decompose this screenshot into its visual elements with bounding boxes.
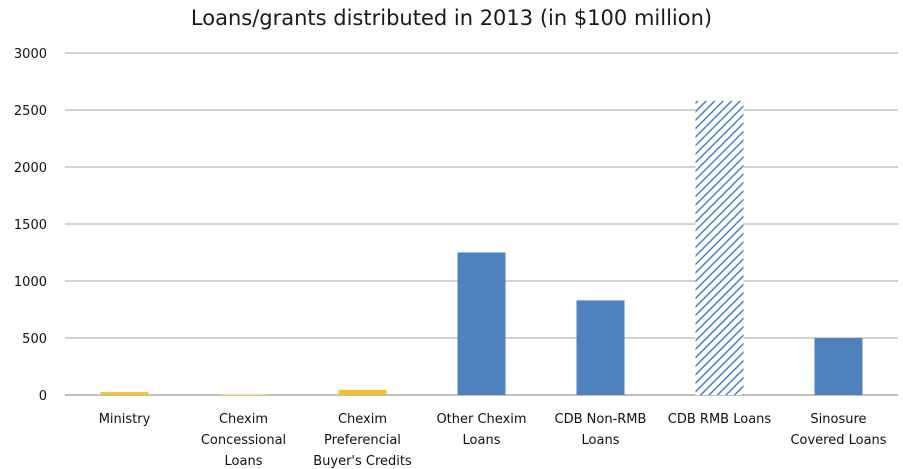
chart-title: Loans/grants distributed in 2013 (in $10… <box>190 6 713 30</box>
y-tick-label: 2500 <box>14 104 47 119</box>
x-category-label-line: Other Chexim <box>436 412 526 427</box>
x-category-label-line: Loans <box>582 433 620 448</box>
x-category-label: Chexim Preferencial Buyer's Credits <box>313 412 412 469</box>
bar <box>576 300 625 395</box>
x-category-label: Sinosure Covered Loans <box>790 412 886 448</box>
x-category-label-line: Preferencial <box>324 433 401 448</box>
x-category-label-line: Sinosure <box>810 412 866 427</box>
bar <box>814 338 863 395</box>
x-category-label-line: Loans <box>463 433 501 448</box>
x-category-label-line: Buyer's Credits <box>313 454 412 469</box>
x-category-label: CDB RMB Loans <box>668 412 772 427</box>
bar <box>695 100 744 395</box>
y-tick-label: 1500 <box>14 218 47 233</box>
x-category-label-line: Concessional <box>201 433 286 448</box>
bar <box>338 389 387 395</box>
bar <box>219 394 268 395</box>
y-tick-label: 500 <box>22 332 47 347</box>
x-category-label-line: Chexim <box>338 412 387 427</box>
y-tick-label: 1000 <box>14 275 47 290</box>
x-category-label-line: Covered Loans <box>790 433 886 448</box>
y-tick-label: 2000 <box>14 161 47 176</box>
y-tick-label: 3000 <box>14 47 47 62</box>
x-category-label: Chexim Concessional Loans <box>201 412 286 469</box>
x-category-label-line: CDB Non-RMB <box>555 412 647 427</box>
x-category-label: Other Chexim Loans <box>436 412 526 448</box>
x-category-label-line: Chexim <box>219 412 268 427</box>
bar <box>457 252 506 395</box>
y-tick-label: 0 <box>39 389 47 404</box>
x-category-label-line: Loans <box>225 454 263 469</box>
x-category-label-line: Ministry <box>99 412 151 427</box>
x-category-label: CDB Non-RMB Loans <box>555 412 647 448</box>
x-category-label-line: CDB RMB Loans <box>668 412 772 427</box>
bar <box>100 392 149 395</box>
x-category-label: Ministry <box>99 412 151 427</box>
